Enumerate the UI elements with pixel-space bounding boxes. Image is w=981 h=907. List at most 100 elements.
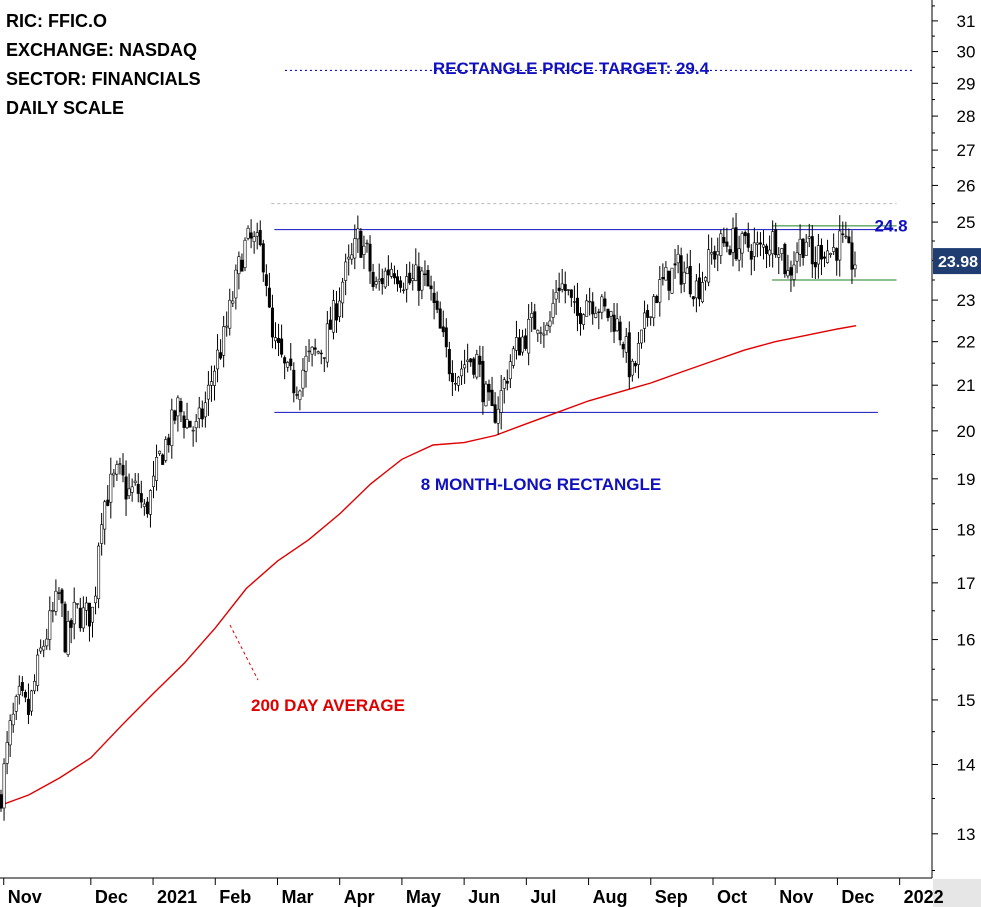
candle bbox=[216, 334, 220, 383]
candle bbox=[539, 326, 543, 344]
candle bbox=[710, 237, 714, 265]
candle-body-up bbox=[795, 252, 799, 262]
candle bbox=[319, 349, 323, 365]
x-tick-label: 2021 bbox=[157, 887, 197, 907]
candle-body-down bbox=[292, 369, 296, 394]
candle bbox=[219, 339, 223, 360]
candle-body-up bbox=[536, 329, 540, 334]
candle-body-down bbox=[673, 263, 677, 266]
candle bbox=[786, 254, 790, 279]
candle-body-down bbox=[469, 358, 473, 363]
candle-body-up bbox=[377, 278, 381, 282]
candle-body-up bbox=[243, 239, 247, 268]
candle-body-up bbox=[341, 281, 345, 304]
candle-body-up bbox=[786, 270, 790, 277]
candle-body-up bbox=[771, 231, 775, 255]
candle-body-down bbox=[386, 269, 390, 276]
candle bbox=[548, 311, 552, 333]
candle bbox=[761, 230, 765, 260]
candle bbox=[444, 318, 448, 358]
candle-body-up bbox=[45, 638, 49, 647]
candle bbox=[115, 460, 119, 481]
x-tick-label: Jul bbox=[530, 887, 556, 907]
x-tick-label: Apr bbox=[344, 887, 375, 907]
candle-body-down bbox=[23, 691, 27, 698]
candle-body-down bbox=[429, 285, 433, 290]
candle bbox=[728, 245, 732, 256]
candle-body-down bbox=[399, 280, 403, 288]
candle bbox=[209, 365, 213, 402]
candle bbox=[161, 453, 165, 465]
candle bbox=[649, 316, 653, 326]
candle-body-down bbox=[835, 248, 839, 261]
candle bbox=[816, 233, 820, 279]
candle-body-down bbox=[810, 236, 814, 265]
candle bbox=[466, 343, 470, 373]
candle bbox=[585, 294, 589, 317]
candle-body-up bbox=[484, 383, 488, 407]
candle bbox=[109, 457, 113, 519]
candle-body-up bbox=[643, 312, 647, 329]
annotations: RECTANGLE PRICE TARGET: 29.4 8 MONTH-LON… bbox=[229, 59, 908, 715]
candle-body-up bbox=[832, 247, 836, 252]
y-tick-label: 17 bbox=[957, 574, 976, 593]
candle bbox=[536, 329, 540, 342]
candle-body-down bbox=[444, 327, 448, 348]
candle-body-up bbox=[542, 333, 546, 336]
y-tick-label: 30 bbox=[957, 43, 976, 62]
y-tick-label: 14 bbox=[957, 755, 976, 774]
candle-body-up bbox=[420, 270, 424, 291]
candle bbox=[557, 272, 561, 303]
candle-body-up bbox=[298, 390, 302, 400]
candle-body-down bbox=[322, 357, 326, 359]
candle-body-down bbox=[450, 372, 454, 383]
candle bbox=[45, 628, 49, 650]
candle bbox=[258, 220, 262, 247]
candle bbox=[106, 485, 110, 507]
candle-body-down bbox=[505, 380, 509, 384]
candle bbox=[609, 310, 613, 333]
candle bbox=[508, 354, 512, 389]
candle-body-down bbox=[627, 332, 631, 378]
candle-body-up bbox=[84, 602, 88, 611]
candle bbox=[350, 242, 354, 265]
candle bbox=[20, 676, 24, 697]
candle-body-down bbox=[725, 241, 729, 247]
candle-body-down bbox=[691, 296, 695, 300]
info-ric: RIC: FFIC.O bbox=[6, 11, 107, 31]
candle bbox=[39, 639, 43, 654]
candle-body-down bbox=[69, 620, 73, 628]
candle bbox=[249, 219, 253, 249]
candle-body-down bbox=[167, 437, 171, 446]
candle bbox=[664, 261, 668, 281]
candle-body-down bbox=[380, 277, 384, 285]
candle bbox=[691, 295, 695, 307]
candle-body-down bbox=[575, 297, 579, 316]
candle-body-up bbox=[191, 429, 195, 432]
candle bbox=[554, 280, 558, 315]
candle-body-down bbox=[850, 242, 854, 270]
candle-body-down bbox=[240, 259, 244, 272]
candle bbox=[97, 542, 101, 609]
x-tick-label: Dec bbox=[841, 887, 874, 907]
candle bbox=[707, 234, 711, 287]
candle bbox=[277, 323, 281, 357]
plot-background bbox=[0, 0, 932, 878]
candle-body-down bbox=[139, 493, 143, 503]
candle bbox=[527, 304, 531, 366]
moving-average-pointer bbox=[229, 624, 259, 681]
candle bbox=[560, 268, 564, 293]
candle bbox=[380, 268, 384, 295]
candle bbox=[121, 453, 125, 483]
candle-body-down bbox=[173, 410, 177, 421]
candle bbox=[188, 420, 192, 428]
candle bbox=[182, 411, 186, 439]
candle-body-up bbox=[411, 278, 415, 281]
candle-body-down bbox=[408, 272, 412, 284]
y-tick-label: 29 bbox=[957, 74, 976, 93]
candle-body-up bbox=[798, 238, 802, 255]
candle-body-down bbox=[789, 267, 793, 276]
candle bbox=[429, 275, 433, 301]
candle-body-down bbox=[219, 352, 223, 359]
